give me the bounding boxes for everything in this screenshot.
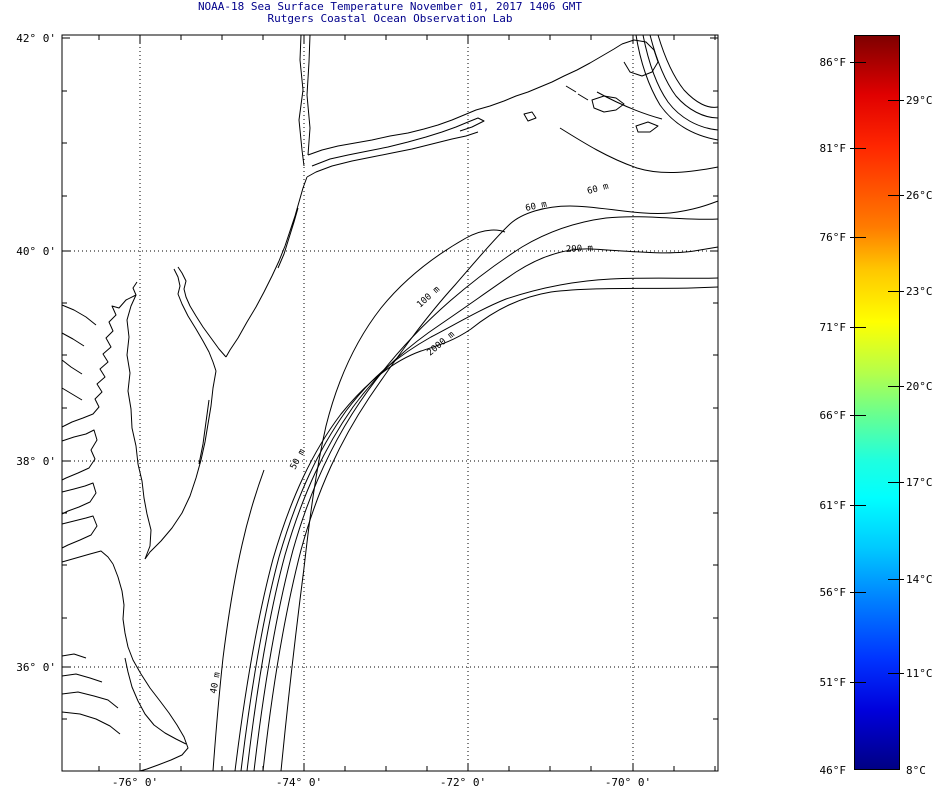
colorbar-label-86f: 86°F — [819, 56, 847, 69]
depth-contour-60m-shoals — [560, 92, 718, 173]
contour-label-100m: 100 m — [415, 285, 442, 311]
colorbar-annotations: 86°F 81°F 76°F 71°F 66°F 61°F 56°F 51°F … — [820, 35, 933, 777]
y-minor-ticks — [62, 91, 718, 719]
hudson-river — [299, 35, 310, 166]
depth-contour-100m — [254, 217, 718, 771]
contour-label-2000m: 2000 m — [426, 330, 457, 359]
upper-bay-river-inlets — [62, 305, 96, 400]
colorbar-label-26c: 26°C — [906, 189, 933, 202]
chesapeake-bay-west-shore — [62, 295, 136, 564]
colorbar-label-11c: 11°C — [906, 667, 933, 680]
depth-contour-60m — [263, 201, 718, 771]
graticule-gridlines — [62, 35, 718, 771]
colorbar-tick-56f — [850, 592, 866, 593]
colorbar-tick-51f — [850, 682, 866, 683]
y-axis-label-36n: 36° 0' — [16, 661, 56, 674]
virginia-carolina-coastline — [113, 564, 188, 771]
colorbar-tick-26c — [888, 195, 904, 196]
contour-label-group: 60 m 60 m 200 m 100 m 2000 m 50 m 40 m — [209, 182, 610, 695]
y-axis-label-42n: 42° 0' — [16, 32, 56, 45]
temperature-colorbar — [854, 35, 900, 770]
bathymetry-contours — [213, 35, 718, 771]
contour-label-40m: 40 m — [209, 671, 223, 694]
depth-contour-40m — [213, 470, 264, 771]
x-major-ticks — [140, 35, 633, 771]
colorbar-label-46f: 46°F — [819, 764, 847, 777]
depth-contour-1000m — [241, 278, 718, 771]
shelf-break-bundle-northeast — [636, 35, 718, 140]
coastline-group — [62, 35, 658, 771]
axis-tick-marks — [62, 35, 718, 771]
colorbar-label-76f: 76°F — [819, 231, 847, 244]
depth-contour-2000m — [235, 287, 718, 771]
colorbar-label-81f: 81°F — [819, 142, 847, 155]
x-axis-label-74w: -74° 0' — [275, 776, 323, 789]
colorbar-tick-23c — [888, 291, 904, 292]
colorbar-tick-71f — [850, 327, 866, 328]
contour-label-60m-east: 60 m — [586, 182, 610, 197]
outer-banks-sound-shores — [62, 654, 186, 744]
new-england-coastline — [308, 40, 658, 155]
colorbar-label-8c: 8°C — [906, 764, 926, 777]
colorbar-tick-81f — [850, 148, 866, 149]
colorbar-tick-61f — [850, 505, 866, 506]
colorbar-label-71f: 71°F — [819, 321, 847, 334]
colorbar-label-14c: 14°C — [906, 573, 933, 586]
contour-label-60m: 60 m — [525, 200, 548, 214]
delaware-bay-coastline — [174, 267, 226, 371]
map-frame — [62, 35, 718, 771]
y-axis-label-40n: 40° 0' — [16, 245, 56, 258]
x-minor-ticks — [99, 35, 715, 771]
colorbar-tick-76f — [850, 237, 866, 238]
x-axis-label-72w: -72° 0' — [439, 776, 487, 789]
colorbar-tick-20c — [888, 386, 904, 387]
colorbar-tick-29c — [888, 100, 904, 101]
colorbar-tick-11c — [888, 673, 904, 674]
contour-label-200m: 200 m — [566, 244, 594, 255]
colorbar-tick-86f — [850, 62, 866, 63]
colorbar-label-17c: 17°C — [906, 476, 933, 489]
colorbar-label-61f: 61°F — [819, 499, 847, 512]
figure-title: NOAA-18 Sea Surface Temperature November… — [197, 0, 583, 13]
colorbar-label-51f: 51°F — [819, 676, 847, 689]
chesapeake-bay-east-shore — [127, 282, 151, 559]
southern-new-england-islands — [524, 86, 658, 132]
contour-label-50m: 50 m — [289, 448, 308, 472]
colorbar-label-66f: 66°F — [819, 409, 847, 422]
colorbar-label-29c: 29°C — [906, 94, 933, 107]
colorbar-label-56f: 56°F — [819, 586, 847, 599]
y-axis-label-38n: 38° 0' — [16, 455, 56, 468]
y-major-ticks — [62, 38, 718, 667]
long-island-coastline — [307, 118, 484, 177]
x-axis-label-76w: -76° 0' — [111, 776, 159, 789]
new-jersey-coastline — [226, 177, 307, 357]
depth-contour-200m — [247, 247, 718, 771]
figure-subtitle: Rutgers Coastal Ocean Observation Lab — [267, 12, 513, 25]
delmarva-ocean-coastline — [145, 371, 216, 559]
colorbar-tick-17c — [888, 482, 904, 483]
colorbar-label-20c: 20°C — [906, 380, 933, 393]
depth-contour-50m — [281, 230, 505, 771]
colorbar-tick-66f — [850, 415, 866, 416]
colorbar-label-23c: 23°C — [906, 285, 933, 298]
x-axis-label-70w: -70° 0' — [604, 776, 652, 789]
colorbar-tick-14c — [888, 579, 904, 580]
